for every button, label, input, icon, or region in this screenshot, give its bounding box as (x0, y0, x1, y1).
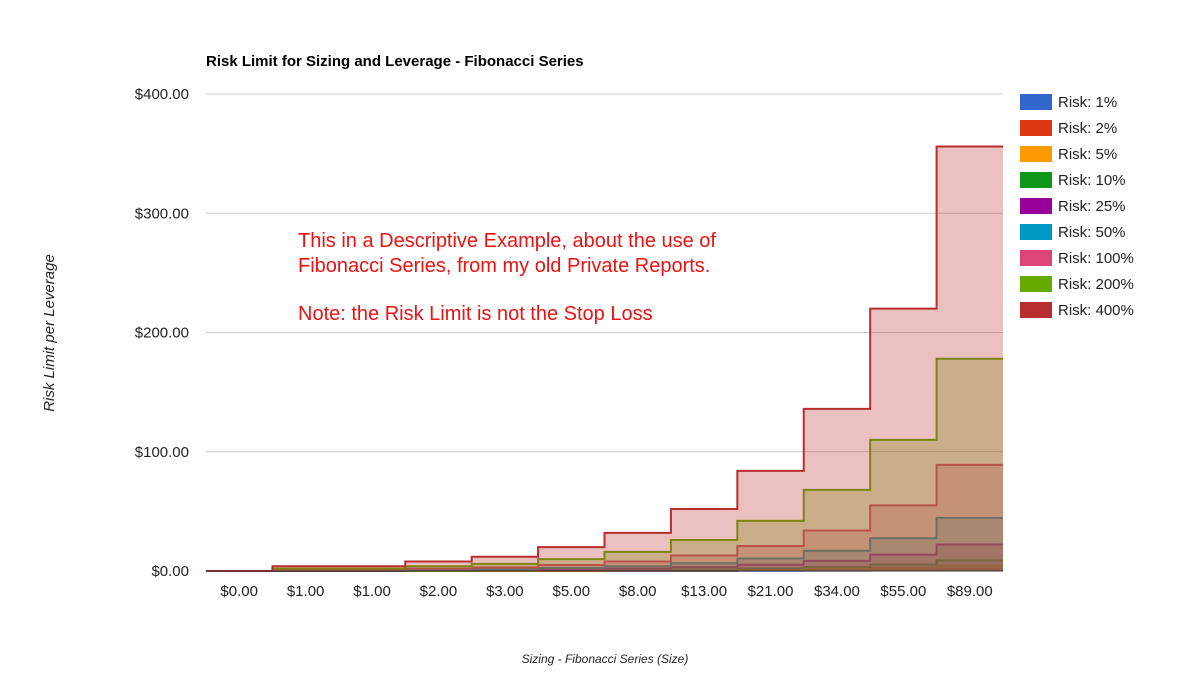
legend-swatch (1020, 198, 1052, 214)
annotation-line: Note: the Risk Limit is not the Stop Los… (298, 303, 653, 325)
series-line (206, 463, 1003, 572)
legend-swatch (1020, 224, 1052, 240)
legend-item[interactable]: Risk: 100% (1020, 250, 1134, 267)
x-tick-label: $5.00 (553, 583, 591, 600)
series-risk-200- (206, 357, 1003, 572)
annotation-line: Fibonacci Series, from my old Private Re… (298, 255, 710, 277)
y-axis-ticks: $0.00 $100.00 $200.00 $300.00 $400.00 (135, 86, 189, 580)
legend-label: Risk: 2% (1058, 120, 1117, 137)
annotations: This in a Descriptive Example, about the… (298, 230, 716, 325)
y-tick-label: $300.00 (135, 205, 189, 222)
chart-title: Risk Limit for Sizing and Leverage - Fib… (206, 53, 584, 70)
legend-swatch (1020, 172, 1052, 188)
legend-label: Risk: 100% (1058, 250, 1134, 267)
x-tick-label: $89.00 (947, 583, 993, 600)
legend-label: Risk: 25% (1058, 198, 1126, 215)
y-tick-label: $400.00 (135, 86, 189, 103)
x-axis-ticks: $0.00 $1.00 $1.00 $2.00 $3.00 $5.00 $8.00 $13.0… (220, 583, 992, 600)
series-risk-400- (206, 145, 1003, 572)
legend-swatch (1020, 146, 1052, 162)
legend-item[interactable]: Risk: 50% (1020, 224, 1126, 241)
series-line (206, 357, 1003, 572)
annotation-note: This in a Descriptive Example, about the… (298, 230, 716, 277)
series-risk-100- (206, 463, 1003, 572)
legend-label: Risk: 400% (1058, 302, 1134, 319)
x-tick-label: $21.00 (748, 583, 794, 600)
legend-swatch (1020, 276, 1052, 292)
series-line (206, 145, 1003, 572)
legend-item[interactable]: Risk: 5% (1020, 146, 1117, 163)
legend-label: Risk: 5% (1058, 146, 1117, 163)
legend-item[interactable]: Risk: 200% (1020, 276, 1134, 293)
legend-swatch (1020, 250, 1052, 266)
x-tick-label: $3.00 (486, 583, 524, 600)
legend: Risk: 1% Risk: 2% Risk: 5% Risk: 10% Risk: 2… (1020, 94, 1134, 319)
legend-swatch (1020, 302, 1052, 318)
legend-item[interactable]: Risk: 1% (1020, 94, 1117, 111)
y-tick-label: $200.00 (135, 325, 189, 342)
x-tick-label: $1.00 (287, 583, 325, 600)
legend-label: Risk: 200% (1058, 276, 1134, 293)
legend-item[interactable]: Risk: 2% (1020, 120, 1117, 137)
y-tick-label: $0.00 (151, 563, 189, 580)
legend-swatch (1020, 120, 1052, 136)
legend-label: Risk: 10% (1058, 172, 1126, 189)
annotation-note: Note: the Risk Limit is not the Stop Los… (298, 303, 653, 325)
y-tick-label: $100.00 (135, 444, 189, 461)
x-tick-label: $55.00 (880, 583, 926, 600)
x-tick-label: $34.00 (814, 583, 860, 600)
x-axis-label: Sizing - Fibonacci Series (Size) (522, 652, 689, 666)
series-area-fill (206, 146, 1003, 571)
x-tick-label: $0.00 (220, 583, 258, 600)
legend-item[interactable]: Risk: 400% (1020, 302, 1134, 319)
x-tick-label: $1.00 (353, 583, 391, 600)
x-tick-label: $13.00 (681, 583, 727, 600)
legend-item[interactable]: Risk: 10% (1020, 172, 1126, 189)
legend-label: Risk: 1% (1058, 94, 1117, 111)
legend-item[interactable]: Risk: 25% (1020, 198, 1126, 215)
y-axis-label: Risk Limit per Leverage (41, 254, 58, 412)
series-areas (206, 145, 1003, 572)
legend-swatch (1020, 94, 1052, 110)
legend-label: Risk: 50% (1058, 224, 1126, 241)
annotation-line: This in a Descriptive Example, about the… (298, 230, 716, 252)
x-tick-label: $8.00 (619, 583, 657, 600)
x-tick-label: $2.00 (420, 583, 458, 600)
